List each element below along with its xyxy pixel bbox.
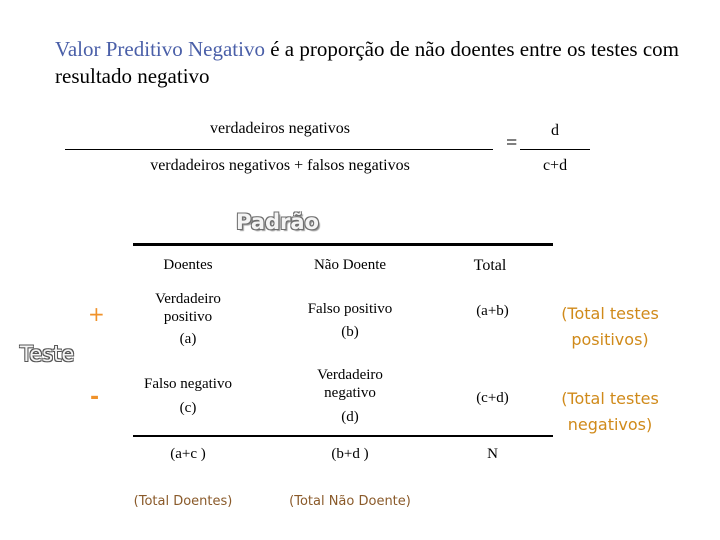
total-nao-doente: (b+d ) xyxy=(331,446,369,462)
cell-letter: (a) xyxy=(179,331,197,347)
row-group-label: Teste xyxy=(20,342,75,366)
formula-numerator: verdadeiros negativos xyxy=(210,120,350,137)
cell-letter: (c) xyxy=(179,400,197,416)
cell-line: Falso negativo xyxy=(144,376,232,392)
cell-letter: (b) xyxy=(341,324,359,340)
cell-total-negative: (c+d) xyxy=(476,390,509,406)
row-sign-negative: - xyxy=(90,385,100,410)
cell-line: Verdadeiro xyxy=(317,367,383,383)
formula-equals: = xyxy=(506,132,518,154)
cell-false-positive: Falso positivo (b) xyxy=(270,300,430,341)
slide-title: Valor Preditivo Negativo é a proporção d… xyxy=(55,36,695,90)
note-total-positive: (Total testes positivos) xyxy=(561,304,659,349)
table-group-header: Padrão xyxy=(236,210,319,234)
note-total-negative: (Total testes negativos) xyxy=(561,389,659,434)
cell-line: Falso positivo xyxy=(307,301,393,317)
cell-false-negative: Falso negativo (c) xyxy=(123,375,253,417)
total-doentes: (a+c ) xyxy=(170,446,206,462)
formula-short-fraction-line xyxy=(520,149,590,150)
cell-line: negativo xyxy=(324,385,376,401)
note-total-nao-doente: (Total Não Doente) xyxy=(289,494,411,509)
table-bottom-rule xyxy=(133,435,553,437)
cell-line: positivo xyxy=(163,309,213,325)
cell-total-positive: (a+b) xyxy=(476,303,509,319)
cell-true-negative: Verdadeiro negativo (d) xyxy=(280,366,420,426)
title-rest: é a proporção de não doentes entre os te… xyxy=(55,37,679,88)
header-nao-doente: Não Doente xyxy=(313,257,387,273)
formula-short-denominator: c+d xyxy=(542,157,568,174)
cell-letter: (d) xyxy=(341,409,359,425)
row-sign-positive: + xyxy=(88,302,105,326)
table-top-rule xyxy=(133,243,553,246)
formula-short-numerator: d xyxy=(551,122,559,139)
cell-line: Verdadeiro xyxy=(155,291,221,307)
note-total-doentes: (Total Doentes) xyxy=(133,494,233,509)
title-highlight: Valor Preditivo Negativo xyxy=(55,37,265,61)
formula-fraction-line xyxy=(65,149,493,150)
formula-denominator: verdadeiros negativos + falsos negativos xyxy=(150,157,410,174)
header-doentes: Doentes xyxy=(163,257,213,273)
total-n: N xyxy=(487,446,498,462)
cell-true-positive: Verdadeiro positivo (a) xyxy=(133,290,243,348)
header-total: Total xyxy=(473,257,507,274)
